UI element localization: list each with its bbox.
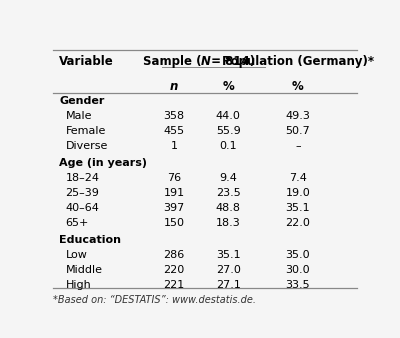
Text: Male: Male (66, 111, 92, 121)
Text: 397: 397 (163, 203, 185, 213)
Text: Gender: Gender (59, 96, 105, 106)
Text: 1: 1 (170, 141, 178, 151)
Text: 49.3: 49.3 (286, 111, 310, 121)
Text: Sample (: Sample ( (143, 55, 201, 68)
Text: Age (in years): Age (in years) (59, 158, 147, 168)
Text: 35.1: 35.1 (286, 203, 310, 213)
Text: 221: 221 (163, 280, 185, 290)
Text: 358: 358 (164, 111, 184, 121)
Text: Diverse: Diverse (66, 141, 108, 151)
Text: 9.4: 9.4 (219, 173, 237, 183)
Text: 27.0: 27.0 (216, 265, 241, 275)
Text: 7.4: 7.4 (289, 173, 307, 183)
Text: 18.3: 18.3 (216, 218, 241, 228)
Text: 25–39: 25–39 (66, 188, 99, 198)
Text: N: N (201, 55, 211, 68)
Text: 50.7: 50.7 (286, 126, 310, 136)
Text: 23.5: 23.5 (216, 188, 241, 198)
Text: 27.1: 27.1 (216, 280, 241, 290)
Text: = 814): = 814) (207, 55, 255, 68)
Text: 455: 455 (164, 126, 184, 136)
Text: %: % (292, 80, 304, 93)
Text: 35.1: 35.1 (216, 250, 240, 260)
Text: 191: 191 (164, 188, 184, 198)
Text: 22.0: 22.0 (286, 218, 310, 228)
Text: Variable: Variable (59, 55, 114, 68)
Text: 0.1: 0.1 (220, 141, 237, 151)
Text: 35.0: 35.0 (286, 250, 310, 260)
Text: 65+: 65+ (66, 218, 89, 228)
Text: 44.0: 44.0 (216, 111, 241, 121)
Text: Population (Germany)*: Population (Germany)* (222, 55, 374, 68)
Text: *Based on: “DESTATIS”: www.destatis.de.: *Based on: “DESTATIS”: www.destatis.de. (53, 295, 256, 305)
Text: High: High (66, 280, 91, 290)
Text: 33.5: 33.5 (286, 280, 310, 290)
Text: Low: Low (66, 250, 87, 260)
Text: 220: 220 (163, 265, 185, 275)
Text: 18–24: 18–24 (66, 173, 100, 183)
Text: Education: Education (59, 235, 121, 245)
Text: 55.9: 55.9 (216, 126, 241, 136)
Text: %: % (222, 80, 234, 93)
Text: 40–64: 40–64 (66, 203, 99, 213)
Text: 76: 76 (167, 173, 181, 183)
Text: 150: 150 (164, 218, 184, 228)
Text: 19.0: 19.0 (286, 188, 310, 198)
Text: 48.8: 48.8 (216, 203, 241, 213)
Text: 286: 286 (163, 250, 185, 260)
Text: Middle: Middle (66, 265, 102, 275)
Text: 30.0: 30.0 (286, 265, 310, 275)
Text: –: – (295, 141, 301, 151)
Text: Female: Female (66, 126, 106, 136)
Text: n: n (170, 80, 178, 93)
